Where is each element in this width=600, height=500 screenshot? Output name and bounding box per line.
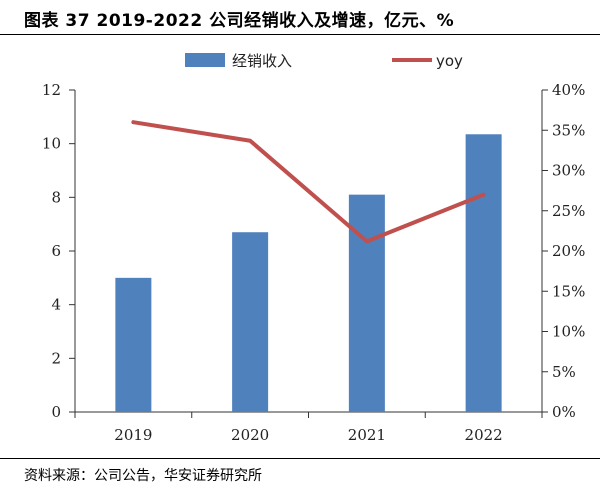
right-axis-tick-label: 0%	[552, 403, 576, 421]
left-axis-tick-label: 12	[42, 81, 61, 99]
right-axis-tick-label: 20%	[552, 242, 585, 260]
source-note: 资料来源：公司公告，华安证券研究所	[24, 468, 262, 484]
bar	[465, 134, 502, 412]
legend-label-yoy: yoy	[436, 52, 463, 70]
bar-series	[115, 134, 502, 412]
right-axis-tick-label: 40%	[552, 81, 585, 99]
axes: 0 2 4 6 8 10 12 0% 5% 10% 15% 20% 25% 30% 35% 40%	[42, 81, 585, 421]
x-axis-tick-labels: 2019 2020 2021 2022	[114, 426, 502, 444]
right-axis-tick-label: 25%	[552, 202, 585, 220]
left-axis-tick-label: 10	[42, 135, 61, 153]
x-axis-tick-label: 2022	[465, 426, 503, 444]
bar	[232, 232, 269, 412]
bar	[348, 194, 385, 412]
x-axis-tick-label: 2021	[348, 426, 386, 444]
right-axis-tick-label: 15%	[552, 282, 585, 300]
chart-title: 图表 37 2019-2022 公司经销收入及增速，亿元、%	[24, 11, 455, 31]
bar	[115, 277, 152, 412]
yoy-line	[131, 120, 486, 244]
title-divider	[0, 34, 600, 35]
legend-label-revenue: 经销收入	[232, 52, 292, 70]
x-axis-tick-label: 2019	[114, 426, 152, 444]
left-axis-tick-label: 0	[51, 403, 61, 421]
legend-swatch-revenue	[185, 53, 225, 67]
right-axis-tick-label: 30%	[552, 162, 585, 180]
left-axis-tick-label: 4	[51, 296, 61, 314]
combo-chart: 经销收入 yoy 0 2 4 6 8 10 12 0% 5% 10% 15% 20% 25% 30% 35% 4…	[42, 52, 585, 444]
left-axis-tick-label: 6	[51, 242, 61, 260]
right-axis-tick-label: 35%	[552, 121, 585, 139]
left-axis-tick-label: 2	[51, 349, 61, 367]
x-axis-tick-label: 2020	[231, 426, 269, 444]
right-axis-tick-label: 5%	[552, 363, 576, 381]
legend: 经销收入 yoy	[185, 52, 463, 70]
line-series	[131, 120, 486, 244]
source-divider	[0, 458, 600, 459]
right-axis-tick-label: 10%	[552, 323, 585, 341]
left-axis-tick-label: 8	[51, 188, 61, 206]
